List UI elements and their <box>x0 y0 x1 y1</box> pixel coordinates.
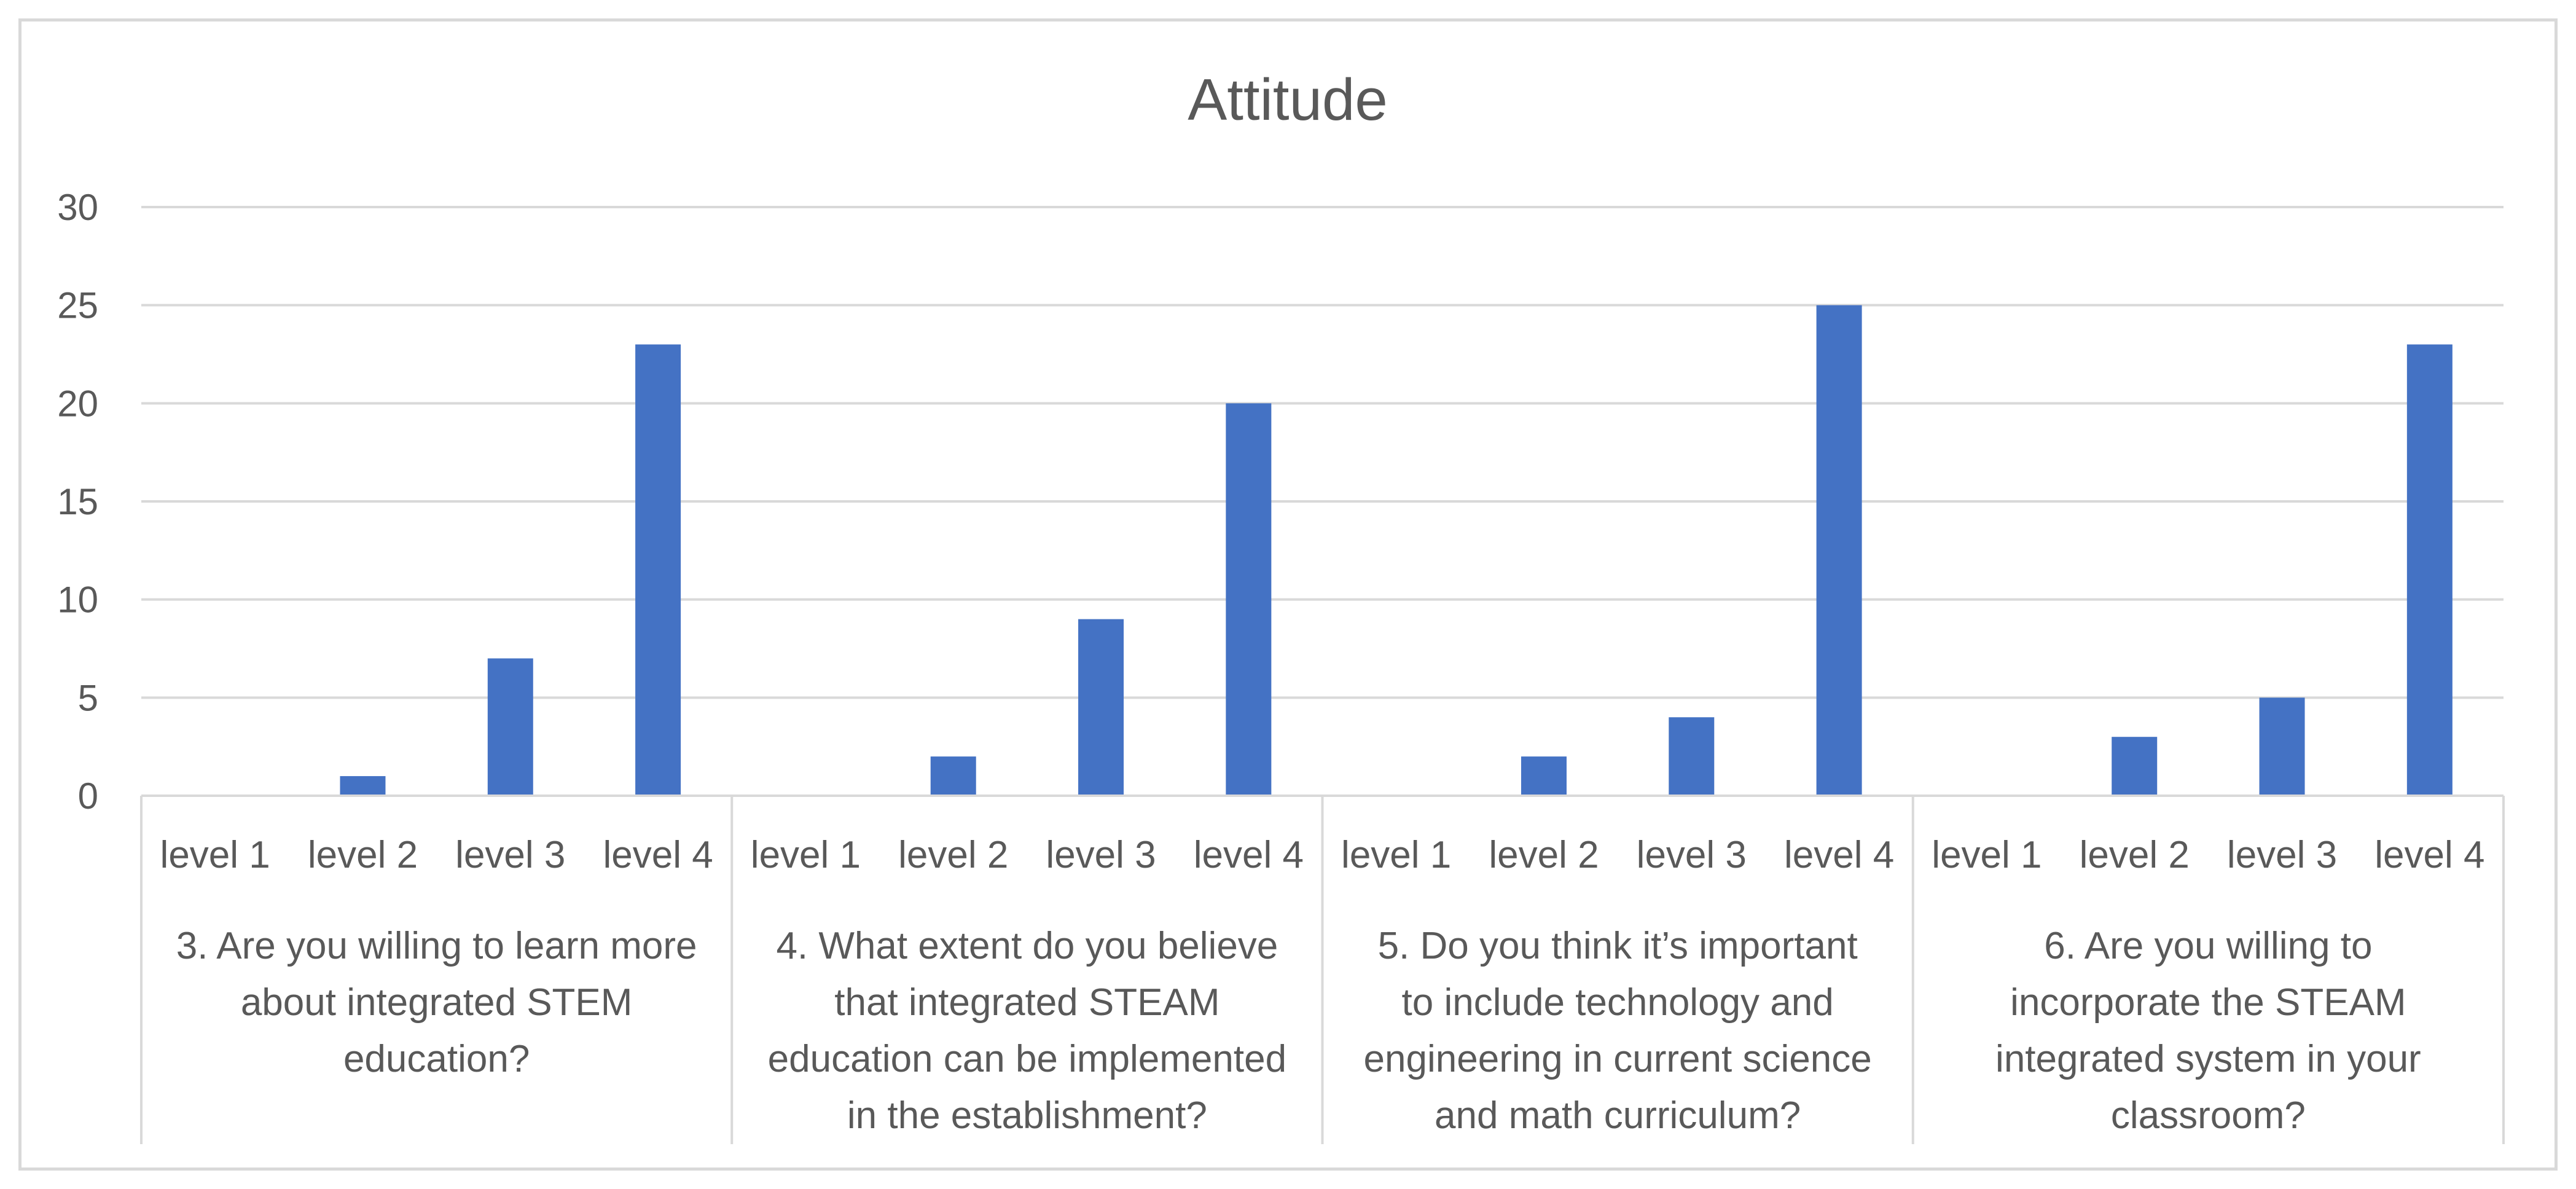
x-tick-label: level 2 <box>2080 834 2190 876</box>
x-tick-label: level 2 <box>898 834 1008 876</box>
group-label: integrated system in your <box>1995 1038 2421 1080</box>
y-axis: 0 5 10 15 20 25 30 <box>57 187 98 817</box>
x-tick-label: level 4 <box>603 834 713 876</box>
bars <box>340 305 2453 796</box>
group-label: to include technology and <box>1402 981 1834 1024</box>
x-tick-label: level 4 <box>1784 834 1894 876</box>
x-axis: level 1 level 2 level 3 level 4 3. Are you w… <box>140 795 2505 1144</box>
group-label: and math curriculum? <box>1435 1094 1801 1137</box>
bar <box>340 776 386 796</box>
bar <box>487 658 533 796</box>
group-label: 5. Do you think it’s important <box>1378 925 1858 967</box>
x-tick-label: level 1 <box>751 834 861 876</box>
group-label: education? <box>343 1038 530 1080</box>
x-tick-label: level 4 <box>1194 834 1304 876</box>
bar <box>930 756 976 796</box>
gridlines <box>141 206 2504 699</box>
bar <box>2259 697 2305 796</box>
x-tick-label: level 3 <box>455 834 565 876</box>
bar <box>1816 305 1862 796</box>
group-label: 4. What extent do you believe <box>776 925 1278 967</box>
chart-title: Attitude <box>1188 67 1388 133</box>
x-tick-label: level 3 <box>2227 834 2337 876</box>
group-label: that integrated STEAM <box>834 981 1219 1024</box>
y-tick-label: 0 <box>78 775 98 817</box>
y-tick-label: 10 <box>57 579 98 621</box>
x-tick-label: level 4 <box>2374 834 2484 876</box>
group-label: about integrated STEM <box>241 981 633 1024</box>
x-tick-label: level 1 <box>160 834 270 876</box>
group-label: classroom? <box>2111 1094 2306 1137</box>
x-tick-label: level 3 <box>1637 834 1747 876</box>
x-tick-label: level 1 <box>1932 834 2042 876</box>
bar <box>1521 756 1567 796</box>
y-tick-label: 20 <box>57 383 98 424</box>
y-tick-label: 30 <box>57 187 98 228</box>
x-tick-label: level 2 <box>308 834 418 876</box>
group-label: 6. Are you willing to <box>2044 925 2372 967</box>
bar <box>2112 737 2158 796</box>
x-tick-label: level 3 <box>1046 834 1156 876</box>
bar <box>2406 344 2453 796</box>
bar <box>1226 403 1272 796</box>
y-tick-label: 25 <box>57 285 98 326</box>
group-label: incorporate the STEAM <box>2010 981 2406 1024</box>
group-label: 3. Are you willing to learn more <box>176 925 697 967</box>
group-label: education can be implemented <box>768 1038 1286 1080</box>
y-tick-label: 5 <box>78 677 98 718</box>
group-label: engineering in current science <box>1364 1038 1872 1080</box>
y-tick-label: 15 <box>57 481 98 522</box>
group-label: in the establishment? <box>847 1094 1207 1137</box>
bar <box>1669 717 1715 796</box>
chart-frame <box>18 18 2558 1171</box>
bar <box>1078 619 1124 796</box>
x-tick-label: level 2 <box>1489 834 1599 876</box>
x-tick-label: level 1 <box>1341 834 1451 876</box>
bar <box>635 344 681 796</box>
